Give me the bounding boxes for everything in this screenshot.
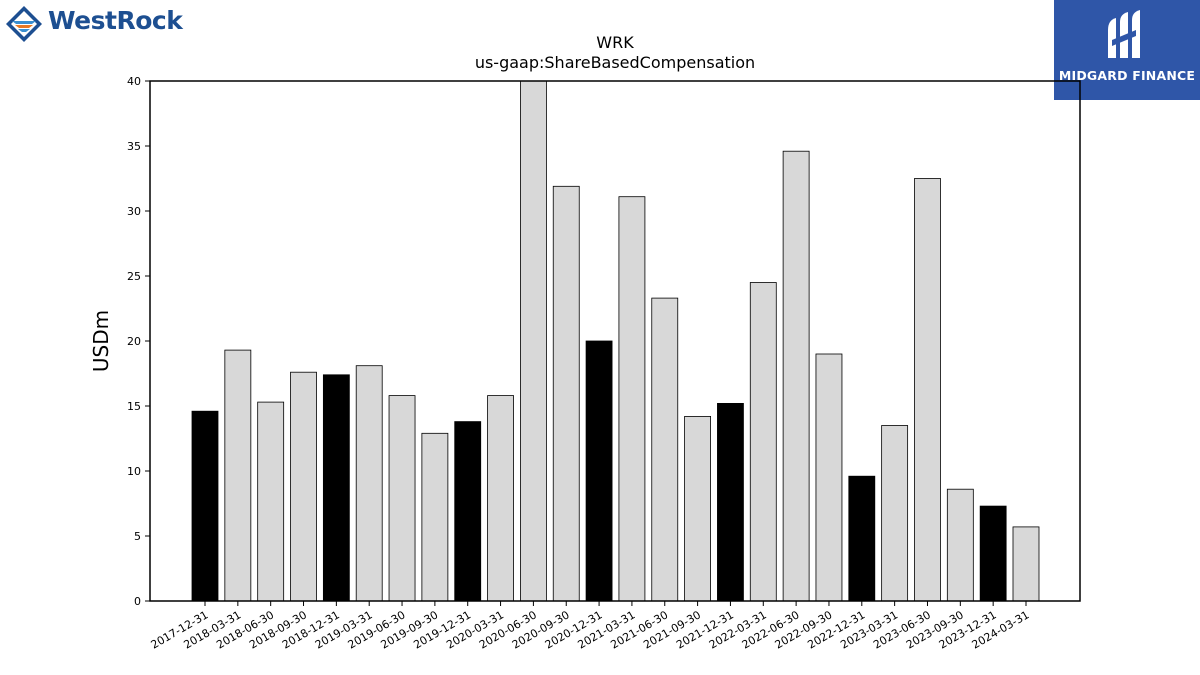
x-ticks: 2017-12-312018-03-312018-06-302018-09-30… — [149, 601, 1032, 652]
westrock-logo-text: WestRock — [48, 6, 183, 35]
bar-2018-06-30 — [257, 401, 285, 602]
bar-2023-03-31 — [881, 425, 909, 602]
bar-2019-06-30 — [388, 395, 416, 602]
bar-2020-12-31 — [585, 340, 613, 602]
bar-2022-03-31 — [749, 282, 777, 602]
bar-2023-09-30 — [946, 488, 974, 602]
bar-2024-03-31 — [1012, 526, 1040, 602]
chart-title: WRK — [596, 33, 634, 52]
westrock-diamond-icon — [6, 6, 42, 42]
bar-2018-09-30 — [290, 371, 317, 602]
bar-2021-12-31 — [717, 402, 744, 602]
y-tick-label: 5 — [134, 530, 141, 543]
bar-2021-03-31 — [618, 196, 646, 602]
bar-2018-12-31 — [322, 374, 350, 602]
bar-2022-06-30 — [782, 150, 810, 602]
westrock-logo: WestRock — [4, 4, 184, 44]
bar-2018-03-31 — [224, 349, 252, 602]
y-tick-label: 35 — [127, 140, 141, 153]
y-tick-label: 15 — [127, 400, 141, 413]
bar-2023-12-31 — [979, 505, 1007, 602]
bar-2022-09-30 — [815, 353, 843, 602]
bar-2020-09-30 — [552, 185, 580, 602]
y-tick-label: 10 — [127, 465, 141, 478]
bar-2019-12-31 — [454, 421, 482, 602]
y-tick-label: 40 — [127, 75, 141, 88]
bar-2021-09-30 — [684, 415, 711, 602]
bar-2019-03-31 — [355, 365, 383, 602]
midgard-finance-logo: MIDGARD FINANCE — [1054, 0, 1200, 100]
y-tick-label: 20 — [127, 335, 141, 348]
plot-frame — [149, 80, 1081, 602]
bar-2019-09-30 — [421, 432, 449, 602]
bar-2021-06-30 — [651, 297, 679, 602]
y-ticks: 0 5 10 15 20 25 30 35 40 — [127, 75, 150, 608]
bar-2017-12-31 — [191, 410, 219, 602]
bar-2020-03-31 — [487, 395, 514, 602]
y-tick-label: 25 — [127, 270, 141, 283]
y-axis-label: USDm — [89, 310, 113, 372]
bar-2023-06-30 — [914, 178, 941, 602]
y-tick-label: 30 — [127, 205, 141, 218]
bars-group — [191, 80, 1040, 602]
bar-2022-12-31 — [848, 475, 876, 602]
bar-2020-06-30 — [520, 80, 547, 602]
midgard-m-icon — [1108, 10, 1140, 58]
y-tick-label: 0 — [134, 595, 141, 608]
chart-subtitle: us-gaap:ShareBasedCompensation — [475, 53, 755, 72]
midgard-logo-text: MIDGARD FINANCE — [1058, 68, 1196, 83]
